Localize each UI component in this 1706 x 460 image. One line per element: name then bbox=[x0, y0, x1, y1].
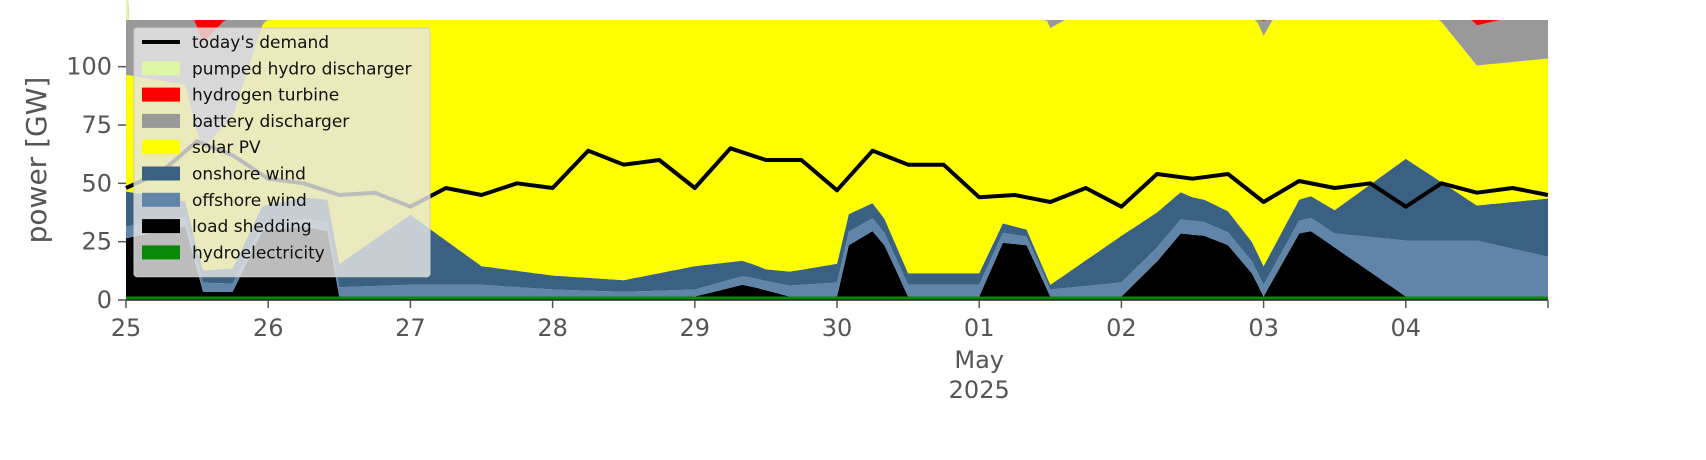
x-tick-label: 26 bbox=[253, 314, 284, 342]
legend-label: today's demand bbox=[192, 33, 329, 53]
y-tick-label: 25 bbox=[81, 228, 112, 256]
area-load-shedding bbox=[126, 226, 1548, 297]
x-tick-label: 29 bbox=[680, 314, 711, 342]
y-tick-label: 0 bbox=[97, 286, 112, 314]
legend-label: offshore wind bbox=[192, 191, 307, 211]
x-tick-label: 28 bbox=[537, 314, 568, 342]
legend-label: onshore wind bbox=[192, 165, 306, 185]
x-tick-label: 02 bbox=[1106, 314, 1137, 342]
legend-label: load shedding bbox=[192, 217, 312, 237]
x-tick-label: 25 bbox=[111, 314, 142, 342]
legend-label: hydrogen turbine bbox=[192, 86, 339, 106]
legend-swatch bbox=[142, 166, 180, 181]
legend-label: pumped hydro discharger bbox=[192, 59, 411, 79]
x-tick-label: 30 bbox=[822, 314, 853, 342]
x-tick-label: 03 bbox=[1248, 314, 1279, 342]
year-label: 2025 bbox=[949, 376, 1010, 404]
y-tick-label: 100 bbox=[66, 53, 112, 81]
area-solar-pv bbox=[126, 20, 1548, 285]
legend-swatch bbox=[142, 87, 180, 102]
legend-swatch bbox=[142, 140, 180, 155]
y-axis-title: power [GW] bbox=[20, 77, 53, 244]
x-tick-label: 04 bbox=[1391, 314, 1422, 342]
x-tick-label: 27 bbox=[395, 314, 426, 342]
legend-label: hydroelectricity bbox=[192, 243, 325, 263]
legend-label: solar PV bbox=[192, 138, 261, 158]
legend-swatch bbox=[142, 61, 180, 76]
legend-swatch bbox=[142, 113, 180, 128]
area-pumped-hydro-discharger bbox=[126, 0, 1548, 20]
y-tick-label: 50 bbox=[81, 169, 112, 197]
area-hydroelectricity bbox=[126, 296, 1548, 300]
y-tick-label: 75 bbox=[81, 111, 112, 139]
legend-swatch bbox=[142, 192, 180, 207]
legend: today's demand pumped hydro discharger hyd… bbox=[133, 27, 431, 278]
legend-swatch bbox=[142, 219, 180, 234]
month-label: May bbox=[954, 346, 1004, 374]
x-tick-label: 01 bbox=[964, 314, 995, 342]
legend-label: battery discharger bbox=[192, 112, 349, 132]
legend-frame bbox=[133, 27, 431, 278]
legend-swatch bbox=[142, 245, 180, 260]
